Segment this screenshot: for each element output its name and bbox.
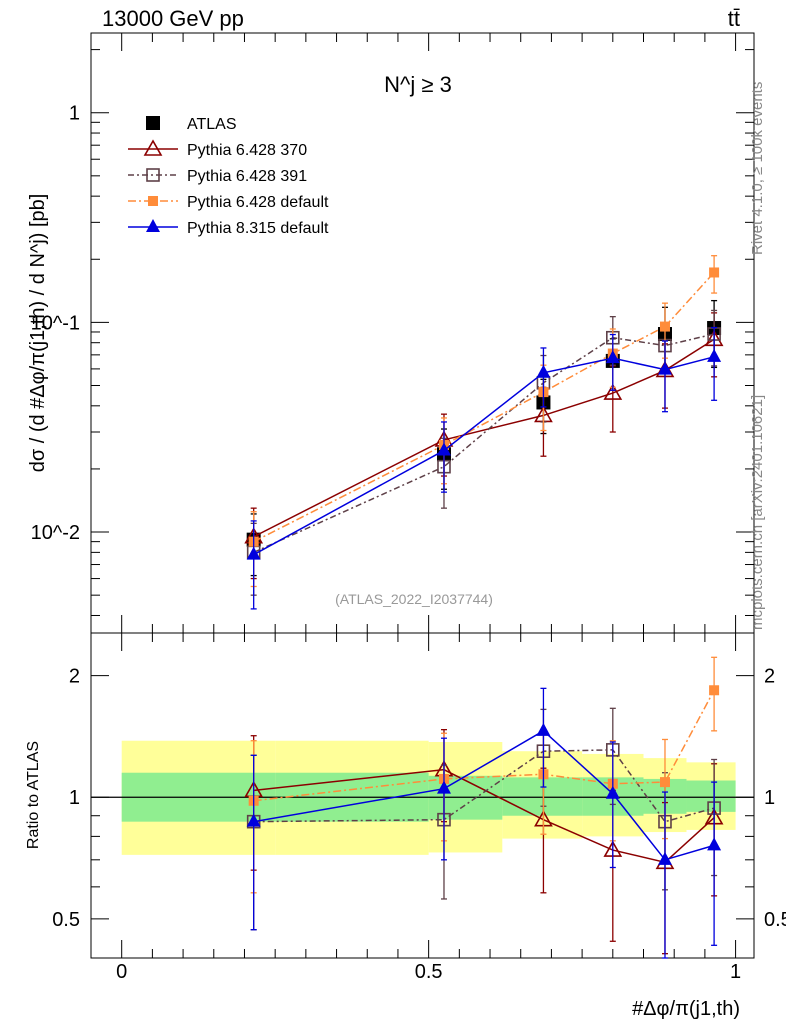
main-panel-title: N^j ≥ 3 <box>384 72 452 97</box>
legend-label: ATLAS <box>187 116 237 133</box>
ratio-y-tick-label-left: 2 <box>69 666 80 688</box>
legend-item: Pythia 6.428 391 <box>128 168 307 185</box>
mcplots-source-label: mcplots.cern.ch [arXiv:2401.10621] <box>749 395 766 630</box>
main-data-point <box>707 348 722 362</box>
ratio-data-point <box>605 785 620 799</box>
main-series-line <box>253 271 715 543</box>
panel-frames <box>90 32 755 959</box>
data-series <box>244 255 724 959</box>
main-y-tick-label: 10^-1 <box>31 312 80 334</box>
ratio-series-line <box>253 749 715 823</box>
ratio-panel-frame <box>90 632 755 959</box>
ratio-y-tick-label-left: 1 <box>69 787 80 809</box>
x-tick-label: 0.5 <box>415 961 443 983</box>
ratio-data-point <box>246 813 261 827</box>
ratio-series-line <box>253 729 715 861</box>
ratio-y-tick-label-left: 0.5 <box>52 909 80 931</box>
main-series-4 <box>246 326 722 610</box>
ratio-y-tick-label-right: 0.5 <box>764 909 786 931</box>
main-y-tick-label: 1 <box>69 103 80 125</box>
main-data-point <box>605 350 620 364</box>
main-series-0 <box>246 299 722 577</box>
ratio-y-tick-label-right: 1 <box>764 787 775 809</box>
rivet-version-label: Rivet 4.1.0, ≥ 100k events <box>749 82 766 255</box>
legend-item: ATLAS <box>146 116 237 133</box>
main-data-point <box>536 364 551 378</box>
main-series-line <box>253 338 715 538</box>
x-tick-label: 1 <box>730 961 741 983</box>
inner-band-segment <box>686 780 736 812</box>
header-left-label: 13000 GeV pp <box>102 6 244 31</box>
axis-ticks: 1 10^-1 10^-2 0 0.5 1 0.5 0.5 1 1 2 2 <box>31 33 786 983</box>
main-series-3 <box>248 255 720 588</box>
ratio-series-line <box>253 768 715 864</box>
legend-label: Pythia 6.428 391 <box>187 168 307 185</box>
legend-item: Pythia 8.315 default <box>128 219 329 237</box>
ratio-data-point <box>436 780 451 794</box>
main-series-line <box>253 333 715 554</box>
main-y-axis-label: dσ / (d #Δφ/π(j1,th) / d N^j) [pb] <box>27 194 49 473</box>
legend-label: Pythia 6.428 default <box>187 194 329 211</box>
legend-marker <box>148 196 158 206</box>
ratio-data-point <box>536 722 551 736</box>
main-series-2 <box>246 309 721 596</box>
ratio-y-axis-label: Ratio to ATLAS <box>25 741 42 849</box>
ratio-data-point <box>659 777 670 788</box>
legend-label: Pythia 6.428 370 <box>187 142 307 159</box>
analysis-id-annotation: (ATLAS_2022_I2037744) <box>335 591 493 607</box>
legend-label: Pythia 8.315 default <box>187 220 329 237</box>
header-right-label: tt̄ <box>728 6 740 31</box>
ratio-data-point <box>709 685 720 696</box>
ratio-series-line <box>253 689 715 802</box>
main-data-point <box>436 442 451 456</box>
main-data-point <box>659 321 670 332</box>
main-y-tick-label: 10^-2 <box>31 522 80 544</box>
main-series-line <box>253 356 715 556</box>
main-data-point <box>657 361 672 375</box>
ratio-series-3 <box>246 687 722 959</box>
legend: ATLAS Pythia 6.428 370 Pythia 6.428 391 Pyt… <box>128 116 329 237</box>
ratio-uncertainty-bands <box>91 740 754 855</box>
legend-marker <box>146 219 160 232</box>
legend-marker <box>146 168 160 182</box>
legend-item: Pythia 6.428 370 <box>128 139 307 159</box>
inner-band-segment <box>502 777 583 816</box>
main-series-1 <box>244 312 724 580</box>
legend-item: Pythia 6.428 default <box>128 194 329 211</box>
legend-marker <box>143 139 163 156</box>
main-data-point <box>709 267 720 278</box>
x-axis-label: #Δφ/π(j1,th) <box>632 998 740 1020</box>
legend-marker <box>146 116 160 130</box>
ratio-y-tick-label-right: 2 <box>764 666 775 688</box>
main-data-point <box>246 546 261 560</box>
main-data-point <box>603 383 623 400</box>
ratio-data-point <box>657 851 672 865</box>
ratio-data-point <box>707 837 722 851</box>
x-tick-label: 0 <box>116 961 127 983</box>
